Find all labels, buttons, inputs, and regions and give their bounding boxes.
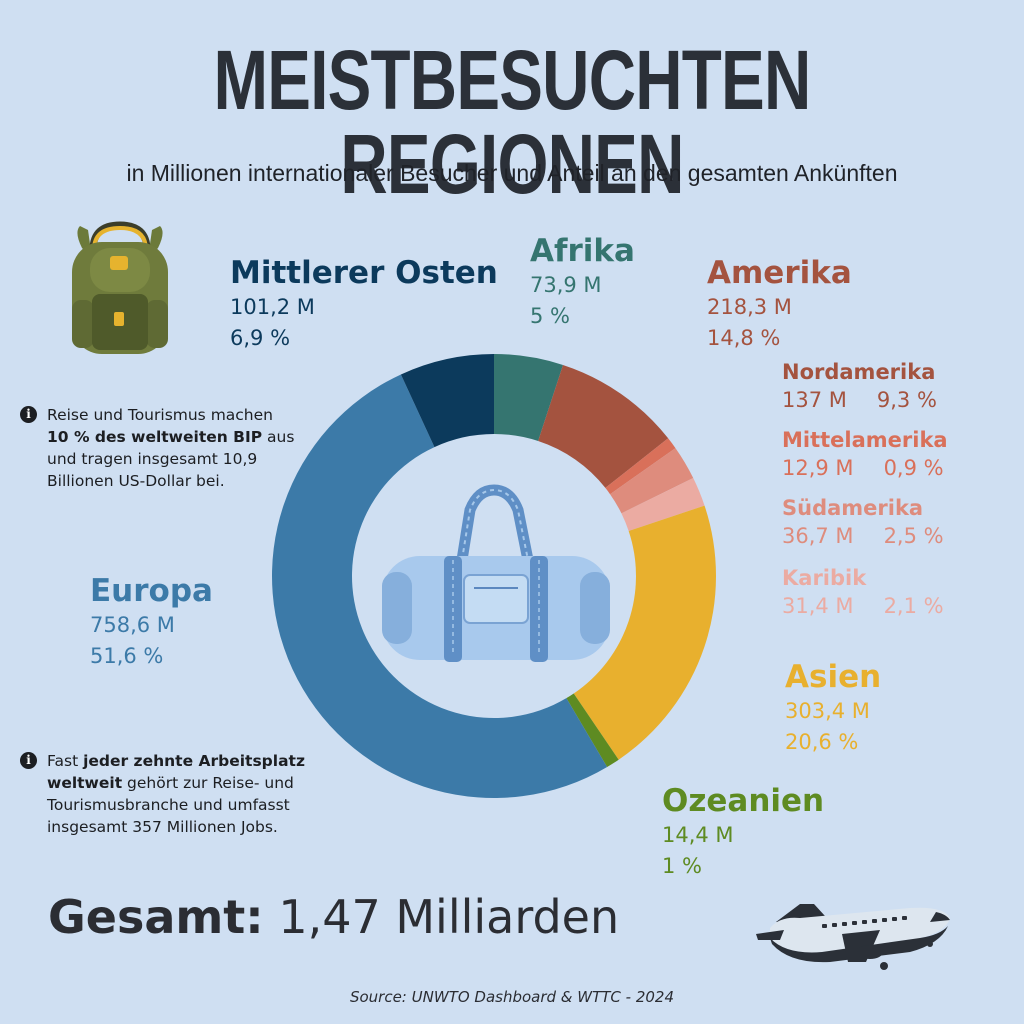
label-share: 14,8 % [707,326,781,351]
label-value: 31,4 M [782,594,854,619]
label-karibik: Karibik 31,4 M 2,1 % [782,566,944,623]
label-value: 758,6 M [90,612,175,637]
label-share: 1 % [662,854,702,879]
info-icon: i [20,752,37,769]
label-share: 5 % [530,304,570,329]
label-value: 14,4 M [662,822,734,847]
label-share: 2,5 % [883,524,944,549]
donut-slice-mittelamerika [605,438,676,495]
total-value: 1,47 Milliarden [278,890,620,944]
donut-slice-mittlerer-osten [400,354,494,448]
donut-slice-europa [272,374,608,798]
donut-slice-afrika [494,354,563,442]
label-suedamerika: Südamerika 36,7 M 2,5 % [782,496,944,553]
label-value: 137 M [782,388,847,413]
label-mittlerer-osten: Mittlerer Osten 101,2 M 6,9 % [230,255,498,355]
label-share: 20,6 % [785,730,859,755]
label-name: Nordamerika [782,360,936,384]
donut-slice-ozeanien [566,693,619,768]
label-amerika: Amerika 218,3 M 14,8 % [707,255,852,355]
label-nordamerika: Nordamerika 137 M 9,3 % [782,360,937,417]
label-name: Mittlerer Osten [230,255,498,291]
label-share: 6,9 % [230,326,291,351]
label-share: 51,6 % [90,644,164,669]
label-value: 303,4 M [785,698,870,723]
label-name: Amerika [707,255,852,291]
label-value: 12,9 M [782,456,854,481]
donut-slice-asien [573,505,716,760]
label-share: 0,9 % [883,456,944,481]
total-label: Gesamt: [48,890,264,944]
source-note: Source: UNWTO Dashboard & WTTC - 2024 [349,988,675,1006]
note-jobs: i Fast jeder zehnte Arbeitsplatz weltwei… [20,750,327,838]
label-share: 9,3 % [876,388,937,413]
label-mittelamerika: Mittelamerika 12,9 M 0,9 % [782,428,948,485]
label-name: Karibik [782,566,867,590]
donut-slice-karibik [621,478,705,531]
label-asien: Asien 303,4 M 20,6 % [785,659,882,759]
donut-slice-nordamerika [538,364,669,488]
label-europa: Europa 758,6 M 51,6 % [90,573,213,673]
label-name: Afrika [530,233,635,269]
info-icon: i [20,406,37,423]
label-value: 218,3 M [707,294,792,319]
total-visitors: Gesamt: 1,47 Milliarden [48,890,619,944]
note-gdp: i Reise und Tourismus machen 10 % des we… [20,404,297,492]
label-name: Mittelamerika [782,428,948,452]
label-ozeanien: Ozeanien 14,4 M 1 % [662,783,825,883]
donut-slice-s-damerika [610,448,694,514]
label-name: Ozeanien [662,783,825,819]
page-subtitle: in Millionen internationaler Besucher un… [126,160,898,186]
label-name: Südamerika [782,496,924,520]
label-name: Asien [785,659,882,695]
label-value: 73,9 M [530,272,602,297]
label-value: 101,2 M [230,294,315,319]
label-afrika: Afrika 73,9 M 5 % [530,233,635,333]
label-share: 2,1 % [883,594,944,619]
page-title: MEISTBESUCHTEN REGIONEN [213,33,811,211]
label-value: 36,7 M [782,524,854,549]
label-name: Europa [90,573,213,609]
